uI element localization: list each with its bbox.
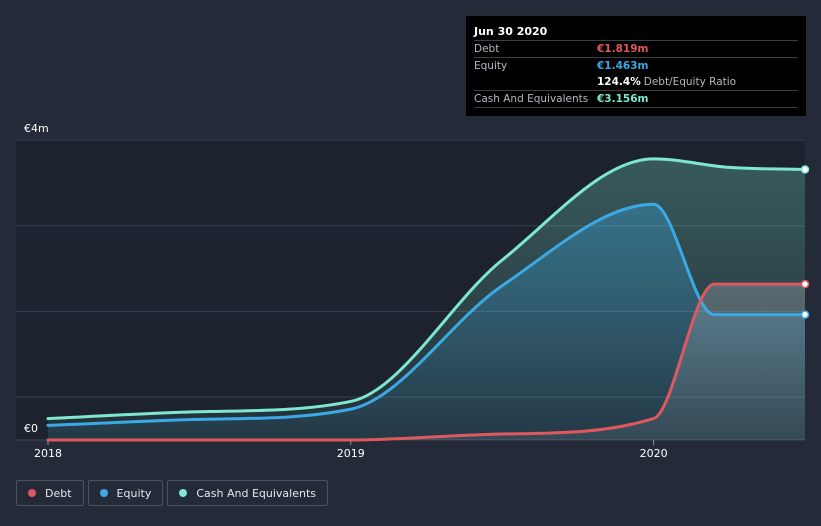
y-tick-label-zero: €0 bbox=[24, 422, 38, 435]
x-tick-label-2019: 2019 bbox=[337, 447, 365, 460]
data-tooltip: Jun 30 2020 Debt €1.819m Equity €1.463m … bbox=[466, 16, 806, 116]
tooltip-label-equity: Equity bbox=[474, 60, 508, 72]
debt-end-marker[interactable] bbox=[800, 279, 810, 289]
series-end-markers bbox=[800, 165, 810, 319]
tooltip-row-cash: Cash And Equivalents €3.156m bbox=[474, 91, 798, 108]
equity-end-marker[interactable] bbox=[800, 310, 810, 319]
axis-labels: €4m €0 2018 2019 2020 bbox=[24, 122, 668, 460]
equity-line bbox=[46, 202, 807, 427]
chart-legend: Debt Equity Cash And Equivalents bbox=[16, 480, 328, 506]
tooltip-row-debt: Debt €1.819m bbox=[474, 41, 798, 58]
tooltip-value-debt: €1.819m bbox=[597, 43, 649, 55]
series-areas bbox=[48, 158, 805, 441]
tooltip-date: Jun 30 2020 bbox=[474, 23, 798, 41]
debt-line bbox=[46, 282, 807, 442]
tooltip-label-cash: Cash And Equivalents bbox=[474, 93, 589, 105]
y-tick-label-max: €4m bbox=[24, 122, 49, 135]
equity-area bbox=[48, 204, 805, 440]
debt-area bbox=[48, 284, 805, 440]
tooltip-row-equity: Equity €1.463m bbox=[474, 58, 798, 74]
tooltip-value-equity: €1.463m bbox=[597, 60, 649, 72]
legend-item-equity[interactable]: Equity bbox=[87, 480, 164, 506]
tooltip-label-debt: Debt bbox=[474, 43, 500, 55]
x-tick-label-2018: 2018 bbox=[34, 447, 62, 460]
tooltip-label-ratio bbox=[474, 74, 597, 90]
cash-end-marker[interactable] bbox=[800, 165, 810, 174]
cash-dot-icon bbox=[179, 489, 188, 497]
tooltip-ratio-caption: Debt/Equity Ratio bbox=[643, 76, 737, 88]
x-tick-label-2020: 2020 bbox=[640, 447, 668, 460]
legend-item-debt[interactable]: Debt bbox=[16, 480, 84, 506]
series-lines bbox=[46, 157, 807, 442]
tooltip-value-ratio: 124.4% bbox=[597, 76, 641, 88]
equity-dot-icon bbox=[99, 489, 108, 497]
legend-label-cash: Cash And Equivalents bbox=[196, 486, 316, 500]
tooltip-row-ratio: 124.4% Debt/Equity Ratio bbox=[474, 74, 798, 91]
legend-item-cash[interactable]: Cash And Equivalents bbox=[167, 480, 328, 506]
tooltip-value-cash: €3.156m bbox=[597, 93, 649, 105]
cash-line bbox=[46, 157, 807, 421]
legend-label-equity: Equity bbox=[116, 486, 152, 500]
debt-dot-icon bbox=[28, 489, 36, 497]
legend-label-debt: Debt bbox=[45, 486, 72, 500]
